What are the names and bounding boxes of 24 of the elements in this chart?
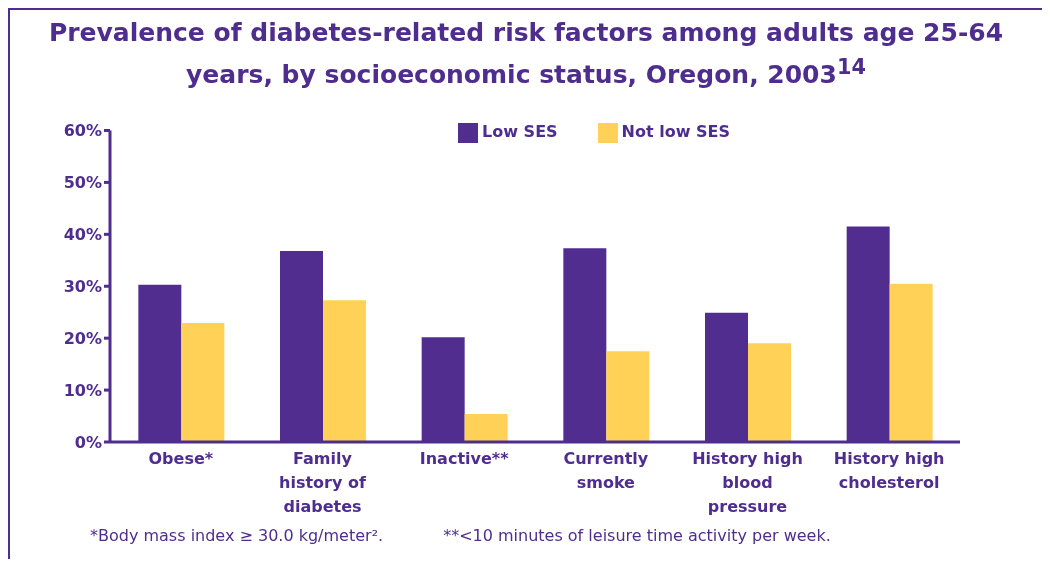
bar — [606, 351, 650, 443]
legend-label: Low SES — [482, 122, 558, 142]
bar — [323, 300, 366, 443]
text: **<10 minutes of leisure time activity per week. — [443, 526, 831, 546]
y-tick-label: 10% — [63, 381, 102, 401]
bar — [464, 414, 508, 443]
y-tick-label: 50% — [63, 173, 102, 193]
x-tick-label: Currently smoke — [563, 449, 649, 493]
x-tick-label: History high cholesterol — [833, 449, 945, 493]
x-tick-label: Family history of diabetes — [279, 449, 367, 517]
text: *Body mass index ≥ 30.0 kg/meter². — [90, 526, 384, 546]
y-tick-label: 20% — [63, 329, 102, 349]
y-tick-label: 40% — [63, 225, 102, 245]
y-tick-label: 30% — [63, 277, 102, 297]
x-tick-label: History high blood pressure — [692, 449, 803, 517]
bar — [181, 323, 225, 443]
bar — [748, 343, 791, 443]
chart-title: Prevalence of diabetes-related risk factors among adults age 25-64 years, by socioeconomic status, Oregon, 2003$^{14}$ — [47, 17, 1005, 92]
legend-label: Not low SES — [621, 122, 730, 142]
bar — [889, 283, 933, 443]
y-tick-label: 60% — [63, 121, 102, 141]
x-tick-label: Inactive** — [419, 449, 510, 469]
y-tick-label: 0% — [74, 433, 102, 453]
x-tick-label: Obese* — [148, 449, 214, 469]
